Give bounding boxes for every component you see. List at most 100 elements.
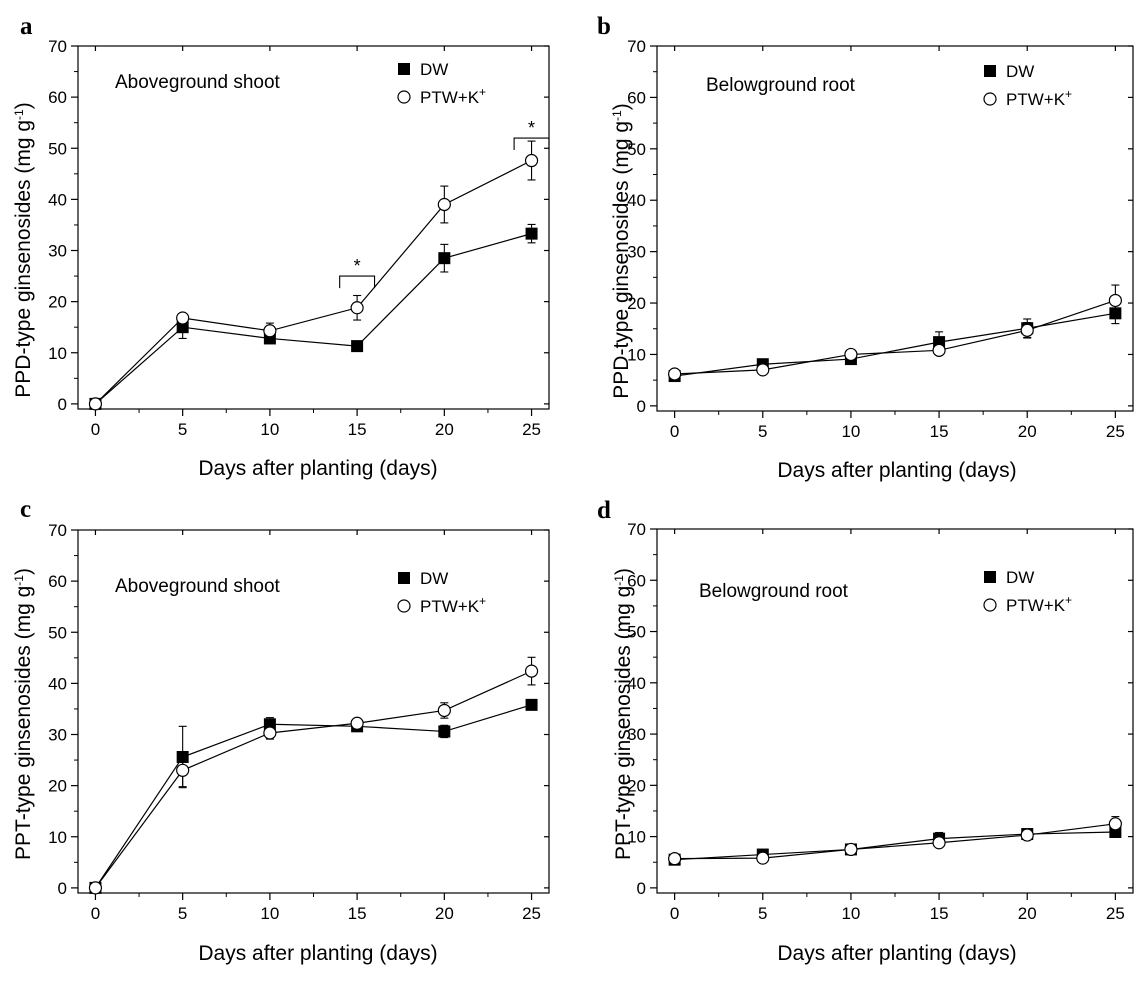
- y-tick-label: 60: [627, 571, 646, 590]
- x-axis-title: Days after planting (days): [198, 457, 437, 480]
- legend-label: PTW+K+: [420, 594, 486, 616]
- x-tick-label: 15: [348, 420, 367, 439]
- legend-marker: [984, 65, 996, 77]
- series-line: [95, 233, 532, 405]
- chart-panel-a: a 0 5 10 15 20 25 0 10 20 30 40 50 60 70 Days after pla…: [12, 13, 550, 480]
- y-tick-label: 30: [48, 726, 67, 745]
- y-tick-label: 70: [48, 521, 67, 540]
- y-tick-label: 60: [627, 88, 646, 107]
- legend: DW PTW+K+: [397, 60, 486, 107]
- x-tick-label: 20: [1018, 904, 1037, 923]
- data-point: [351, 340, 364, 353]
- legend-label: DW: [1006, 568, 1034, 587]
- y-tick-label: 30: [627, 243, 646, 262]
- y-tick-label: 0: [58, 395, 67, 414]
- y-tick-label: 20: [627, 776, 646, 795]
- series-ptw-k: [88, 656, 539, 895]
- y-tick-label: 50: [48, 139, 67, 158]
- data-point: [1020, 323, 1034, 337]
- y-tick-label: 0: [58, 879, 67, 898]
- legend-label: PTW+K+: [1006, 593, 1072, 615]
- data-point: [438, 725, 451, 738]
- x-tick-label: 25: [522, 420, 541, 439]
- data-point: [350, 716, 364, 730]
- series-line: [94, 704, 532, 889]
- series-ptw-k: [668, 816, 1122, 866]
- y-tick-label: 60: [48, 572, 67, 591]
- series-dw: [668, 302, 1122, 383]
- data-point: [350, 301, 364, 315]
- x-tick-label: 20: [435, 904, 454, 923]
- y-tick-label: 30: [48, 242, 67, 261]
- data-point: [88, 397, 103, 411]
- data-point: [88, 881, 103, 895]
- data-point: [932, 836, 946, 850]
- panel-label: a: [20, 13, 33, 40]
- legend-marker: [398, 572, 410, 584]
- data-point: [756, 851, 770, 865]
- x-tick-label: 5: [178, 420, 187, 439]
- data-point: [844, 842, 858, 857]
- x-axis-title: Days after planting (days): [198, 942, 437, 965]
- panel-title: Aboveground shoot: [115, 72, 281, 93]
- chart-panel-d: d 0 5 10 15 20 25 0 10 20 30 40 50 60 70 Days after pla…: [597, 497, 1134, 965]
- y-tick-label: 50: [48, 623, 67, 642]
- x-tick-label: 10: [260, 904, 279, 923]
- x-tick-label: 15: [348, 904, 367, 923]
- significance-bracket: *: [339, 256, 376, 289]
- data-point: [1020, 828, 1034, 842]
- panel-title: Belowground root: [699, 581, 849, 602]
- series-ptw-k: [88, 140, 539, 411]
- data-point: [668, 852, 682, 866]
- data-point: [524, 153, 539, 168]
- y-tick-label: 30: [627, 725, 646, 744]
- x-tick-label: 5: [178, 904, 187, 923]
- y-tick-label: 40: [627, 674, 646, 693]
- x-tick-label: 0: [670, 904, 679, 923]
- legend-marker: [398, 63, 410, 75]
- y-tick-label: 40: [48, 674, 67, 693]
- x-axis-title: Days after planting (days): [777, 942, 1016, 965]
- x-tick-label: 15: [930, 904, 949, 923]
- x-tick-label: 0: [91, 904, 100, 923]
- x-tick-label: 25: [522, 904, 541, 923]
- y-axis-title: PPD-type ginsenosides (mg g-1): [12, 102, 35, 397]
- legend: DW PTW+K+: [397, 569, 486, 616]
- data-point: [756, 363, 770, 377]
- legend-marker: [983, 598, 997, 612]
- panel-label: b: [597, 13, 611, 40]
- series-line: [95, 159, 532, 405]
- data-point: [437, 197, 451, 212]
- x-tick-label: 25: [1106, 904, 1125, 923]
- y-tick-label: 20: [48, 777, 67, 796]
- legend-label: DW: [420, 60, 448, 79]
- legend: DW PTW+K+: [983, 568, 1072, 615]
- series-dw: [89, 223, 538, 410]
- significance-marker: *: [528, 118, 535, 138]
- legend-label: PTW+K+: [1006, 87, 1072, 109]
- significance-marker: *: [354, 256, 361, 276]
- data-point: [1108, 817, 1122, 831]
- y-tick-label: 0: [637, 879, 646, 898]
- chart-panel-c: c 0 5 10 15 20 25 0 10 20 30 40 50 60 70 Days after pla…: [12, 496, 550, 965]
- x-tick-label: 10: [260, 420, 279, 439]
- y-tick-label: 10: [627, 345, 646, 364]
- x-tick-label: 5: [758, 904, 767, 923]
- x-tick-label: 10: [841, 422, 860, 441]
- bracket-line: [339, 275, 376, 289]
- data-point: [524, 664, 539, 678]
- y-tick-label: 50: [627, 623, 646, 642]
- x-tick-label: 15: [930, 422, 949, 441]
- legend-marker: [397, 90, 411, 104]
- y-tick-label: 40: [48, 190, 67, 209]
- x-tick-label: 0: [91, 420, 100, 439]
- x-tick-label: 25: [1106, 422, 1125, 441]
- chart-panel-b: b 0 5 10 15 20 25 0 10 20 30 40 50 60 70 Days after pla…: [597, 13, 1134, 482]
- data-point: [437, 703, 451, 718]
- data-point: [438, 252, 451, 265]
- x-tick-label: 10: [841, 904, 860, 923]
- legend: DW PTW+K+: [983, 62, 1072, 109]
- panel-label: d: [597, 497, 611, 524]
- y-tick-label: 50: [627, 140, 646, 159]
- data-point: [1108, 293, 1122, 308]
